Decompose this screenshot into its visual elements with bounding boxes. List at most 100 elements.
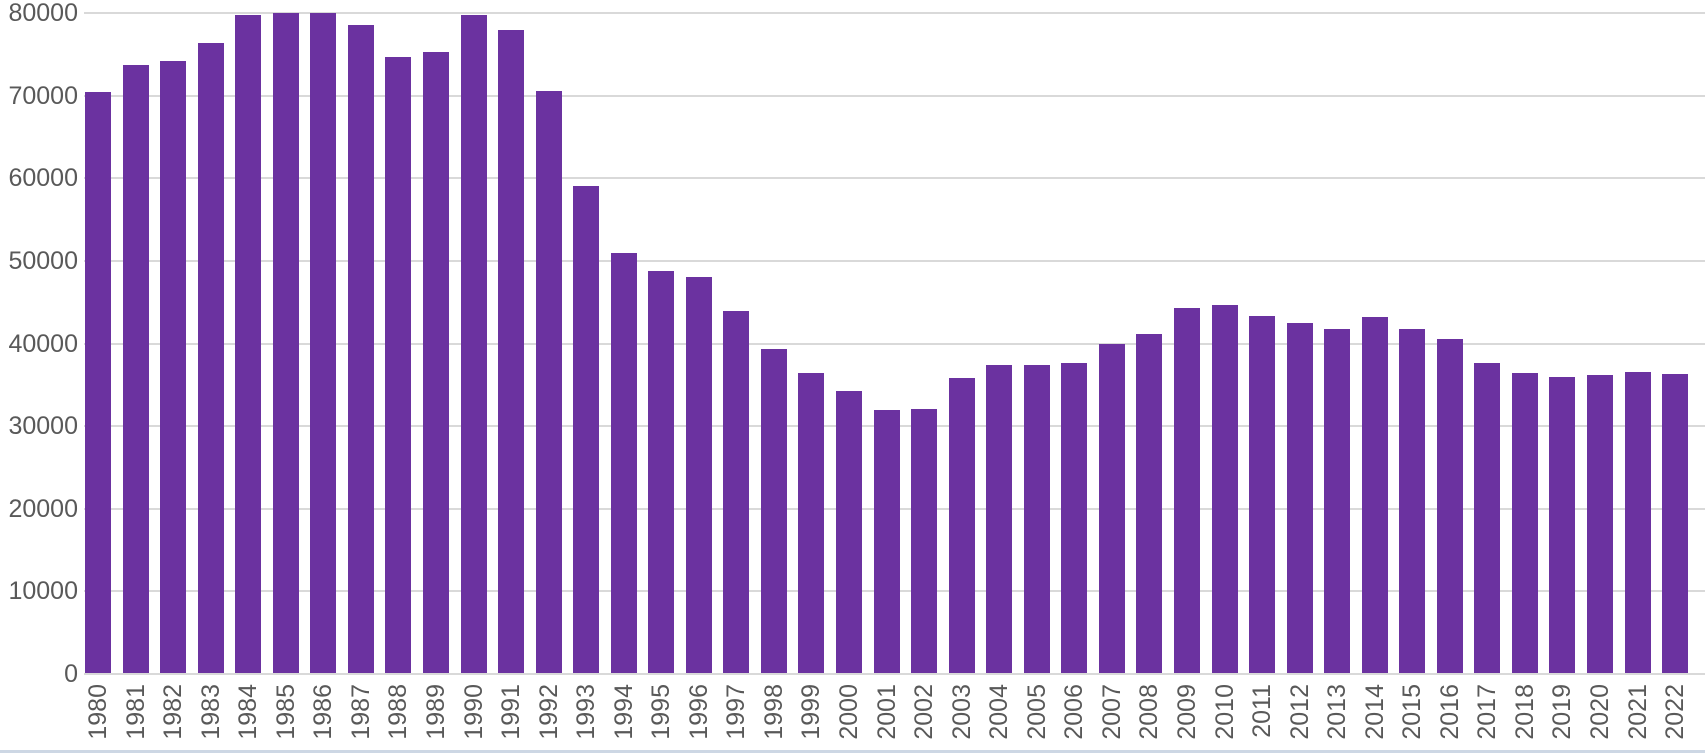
x-tick-label-1982: 1982	[159, 684, 188, 740]
x-tick-label-2012: 2012	[1285, 684, 1314, 740]
x-tick-label-2006: 2006	[1060, 684, 1089, 740]
x-tick-label-1998: 1998	[759, 684, 788, 740]
bar-2000	[836, 391, 862, 674]
y-tick-label-50000: 50000	[8, 246, 78, 275]
x-tick-label-2001: 2001	[872, 684, 901, 740]
bar-1995	[648, 270, 675, 674]
x-tick-label-1983: 1983	[196, 684, 225, 740]
x-tick-label-2017: 2017	[1473, 684, 1502, 740]
bar-2006	[1061, 363, 1088, 674]
bar-2005	[1023, 364, 1050, 674]
y-tick-label-40000: 40000	[8, 329, 78, 358]
bar-2008	[1136, 334, 1163, 674]
x-tick-label-2009: 2009	[1172, 684, 1201, 740]
bar-1992	[535, 90, 562, 674]
x-tick-label-1995: 1995	[647, 684, 676, 740]
x-tick-label-1997: 1997	[722, 684, 751, 740]
x-tick-label-2002: 2002	[910, 684, 939, 740]
gridline-40000	[84, 342, 1705, 345]
bar-2002	[911, 408, 938, 674]
bar-1984	[235, 14, 262, 674]
bar-2021	[1624, 372, 1651, 674]
x-tick-label-1981: 1981	[121, 684, 150, 740]
x-tick-label-2022: 2022	[1661, 684, 1690, 740]
bar-2016	[1436, 338, 1463, 674]
x-tick-label-1985: 1985	[271, 684, 300, 740]
bar-2014	[1361, 317, 1388, 674]
bar-1998	[760, 349, 787, 674]
bar-1983	[197, 42, 224, 674]
bar-2009	[1173, 307, 1200, 674]
x-tick-label-1984: 1984	[234, 684, 263, 740]
bar-1999	[798, 373, 825, 674]
x-tick-label-2007: 2007	[1097, 684, 1126, 740]
gridline-60000	[84, 177, 1705, 180]
x-tick-label-2004: 2004	[985, 684, 1014, 740]
x-tick-label-2008: 2008	[1135, 684, 1164, 740]
x-tick-label-1989: 1989	[421, 684, 450, 740]
x-tick-label-2010: 2010	[1210, 684, 1239, 740]
bar-1989	[422, 51, 449, 674]
x-tick-label-1996: 1996	[684, 684, 713, 740]
window-bottom-edge	[0, 750, 1705, 753]
x-tick-label-2003: 2003	[947, 684, 976, 740]
bar-1988	[385, 56, 412, 674]
x-tick-label-1992: 1992	[534, 684, 563, 740]
bar-1991	[498, 30, 525, 674]
x-tick-label-1994: 1994	[609, 684, 638, 740]
y-tick-label-10000: 10000	[8, 577, 78, 606]
x-tick-label-2021: 2021	[1623, 684, 1652, 740]
bar-2010	[1211, 304, 1238, 674]
y-tick-label-70000: 70000	[8, 81, 78, 110]
bar-2004	[986, 364, 1013, 674]
bar-1990	[460, 14, 487, 674]
bar-1996	[685, 277, 712, 674]
bar-1986	[310, 13, 337, 674]
x-tick-label-1980: 1980	[84, 684, 112, 740]
y-tick-label-20000: 20000	[8, 494, 78, 523]
x-tick-label-2000: 2000	[835, 684, 863, 740]
bar-2022	[1662, 374, 1689, 674]
bar-2013	[1324, 328, 1351, 674]
y-tick-label-60000: 60000	[8, 164, 78, 193]
x-axis-line	[84, 673, 1705, 675]
gridline-50000	[84, 259, 1705, 262]
bar-1987	[347, 25, 374, 674]
y-tick-label-0: 0	[64, 660, 78, 688]
x-tick-label-2005: 2005	[1022, 684, 1051, 740]
plot-area	[84, 12, 1705, 675]
bar-2001	[873, 409, 900, 674]
bar-1994	[610, 252, 637, 674]
x-tick-label-1986: 1986	[309, 684, 338, 740]
x-tick-label-2019: 2019	[1548, 684, 1577, 740]
bar-1985	[272, 13, 299, 674]
bar-1980	[85, 92, 111, 674]
gridline-70000	[84, 94, 1705, 97]
x-tick-label-2013: 2013	[1323, 684, 1352, 740]
y-tick-label-30000: 30000	[8, 412, 78, 441]
bar-1982	[160, 60, 187, 674]
bar-2011	[1249, 316, 1276, 674]
x-tick-label-1999: 1999	[797, 684, 826, 740]
bar-2019	[1549, 376, 1576, 674]
x-tick-label-2014: 2014	[1360, 684, 1389, 740]
bar-2018	[1511, 373, 1538, 674]
x-tick-label-2018: 2018	[1510, 684, 1539, 740]
bar-2015	[1399, 328, 1426, 674]
y-axis: 0 10000 20000 30000 40000 50000 60000 70000 8000…	[0, 0, 78, 753]
bar-2012	[1286, 322, 1313, 674]
x-tick-label-2016: 2016	[1435, 684, 1464, 740]
x-tick-label-1993: 1993	[572, 684, 601, 740]
x-tick-label-2015: 2015	[1398, 684, 1427, 740]
bar-2007	[1098, 343, 1125, 674]
y-tick-label-80000: 80000	[8, 0, 78, 27]
x-tick-label-1991: 1991	[497, 684, 526, 740]
x-tick-label-2011: 2011	[1248, 684, 1277, 738]
bar-2020	[1587, 374, 1613, 674]
gridline-80000	[84, 12, 1705, 14]
x-tick-label-2020: 2020	[1586, 684, 1614, 740]
x-tick-label-1987: 1987	[346, 684, 375, 740]
bar-2003	[948, 378, 975, 674]
x-tick-label-1990: 1990	[459, 684, 488, 740]
